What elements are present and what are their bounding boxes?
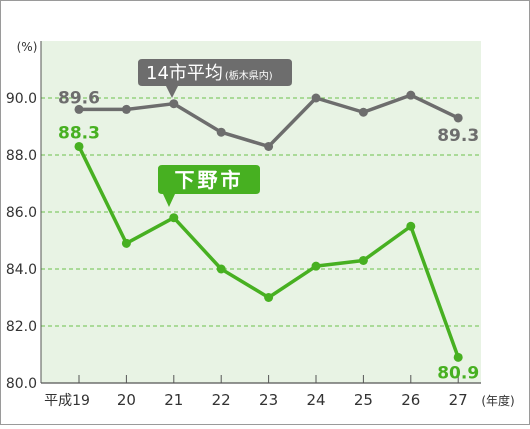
data-point xyxy=(406,221,416,231)
data-label: 89.3 xyxy=(437,126,479,146)
data-point xyxy=(264,141,274,151)
y-tick-label: 90.0 xyxy=(6,91,37,107)
series-layer: 89.6 89.3 88.3 80.9 xyxy=(58,88,479,383)
data-point xyxy=(121,238,131,248)
x-tick-label: 27 xyxy=(449,391,468,409)
data-point xyxy=(406,90,416,100)
y-tick-label: 86.0 xyxy=(6,205,37,221)
y-tick-labels: 90.0 88.0 86.0 84.0 82.0 80.0 xyxy=(6,91,37,392)
series-shimotsuke: 88.3 80.9 xyxy=(58,123,479,383)
data-point xyxy=(358,107,368,117)
data-label: 89.6 xyxy=(58,88,100,108)
data-point xyxy=(453,352,463,362)
legend-callout-shimotsuke: 下野市 xyxy=(158,165,260,207)
data-point xyxy=(311,93,321,103)
x-tick-label: 23 xyxy=(259,391,278,409)
x-tick-labels: 平成19 20 21 22 23 24 25 26 27 xyxy=(44,391,468,409)
x-tick-label: 21 xyxy=(164,391,183,409)
data-point xyxy=(121,104,131,114)
data-point xyxy=(169,99,179,109)
x-tick-label: 22 xyxy=(212,391,231,409)
x-tick-label: 20 xyxy=(117,391,136,409)
data-point xyxy=(264,293,274,302)
legend-callout-average: 14市平均 (栃木県内) xyxy=(138,59,292,98)
data-point xyxy=(74,104,84,114)
data-point xyxy=(216,127,226,137)
data-point xyxy=(74,141,84,151)
x-tick-label: 平成19 xyxy=(44,393,90,409)
y-tick-label: 84.0 xyxy=(6,262,37,278)
series-name-main: 14市平均 xyxy=(146,63,223,84)
y-tick-label: 88.0 xyxy=(6,148,37,164)
data-point xyxy=(169,213,179,223)
y-axis-label: (%) xyxy=(17,40,38,54)
data-label: 80.9 xyxy=(437,363,479,383)
x-tick-marks xyxy=(78,375,459,383)
x-tick-label: 25 xyxy=(354,391,373,409)
data-point xyxy=(358,255,368,265)
y-tick-label: 80.0 xyxy=(6,376,37,392)
series-name-sub: (栃木県内) xyxy=(225,69,273,82)
x-tick-label: 26 xyxy=(401,391,420,409)
callout-bubble xyxy=(138,59,292,98)
series-name-shimotsuke: 下野市 xyxy=(175,168,244,192)
y-tick-label: 82.0 xyxy=(6,319,37,335)
x-axis-unit: (年度) xyxy=(481,393,514,408)
data-point xyxy=(311,261,321,271)
series-name-average: 14市平均 (栃木県内) xyxy=(146,63,273,84)
data-label: 88.3 xyxy=(58,123,100,143)
data-point xyxy=(453,113,463,123)
data-point xyxy=(216,264,226,274)
series-average: 89.6 89.3 xyxy=(58,88,479,151)
x-tick-label: 24 xyxy=(306,391,325,409)
callout-bubble xyxy=(158,165,260,207)
